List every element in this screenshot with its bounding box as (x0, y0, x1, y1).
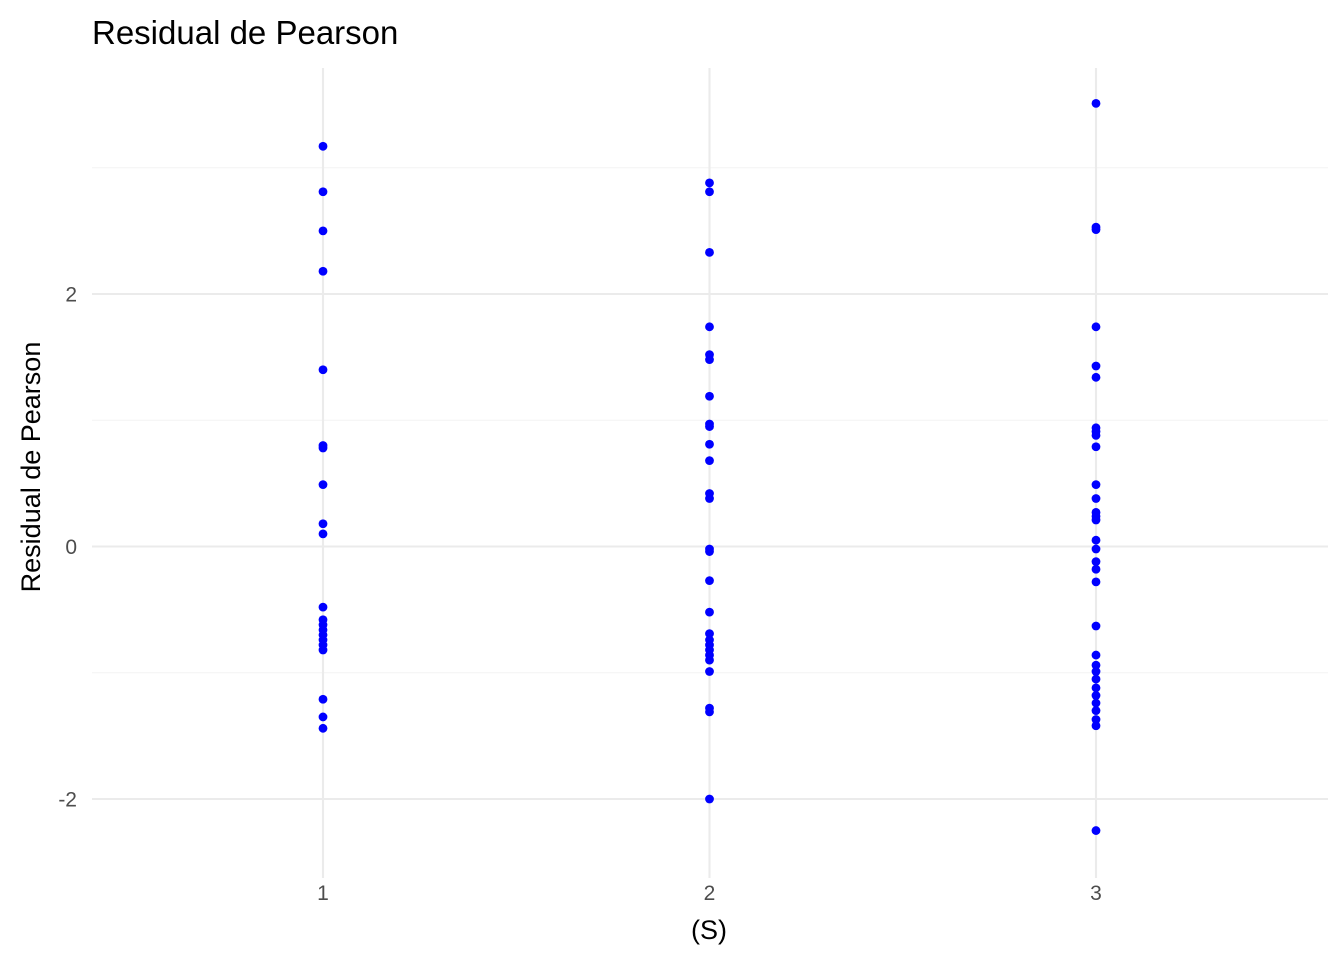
data-point (1091, 698, 1101, 708)
data-point (705, 547, 714, 556)
tick-labels: -2 0 2 1 2 3 (58, 284, 1102, 906)
data-point (705, 439, 714, 449)
data-point (1091, 674, 1101, 684)
data-point (318, 519, 328, 529)
data-point (318, 365, 328, 375)
data-point (318, 723, 328, 733)
data-point (318, 480, 328, 490)
data-point (705, 391, 714, 401)
chart-title: Residual de Pearson (92, 14, 398, 51)
data-point (705, 355, 714, 365)
data-point (318, 712, 328, 722)
data-point (1091, 480, 1101, 490)
data-point (1091, 667, 1101, 676)
data-point (705, 187, 714, 197)
data-point (1091, 225, 1101, 235)
data-point (705, 422, 714, 431)
data-point (705, 667, 714, 676)
data-point (1091, 577, 1101, 587)
data-point (318, 187, 328, 197)
data-point (1091, 564, 1101, 574)
data-point (1091, 691, 1101, 700)
data-point (1091, 660, 1101, 670)
y-tick-label: 2 (65, 284, 77, 307)
data-point (1091, 715, 1101, 724)
data-point (1091, 98, 1101, 108)
data-point (1091, 322, 1101, 332)
data-point (1091, 557, 1101, 567)
data-point (318, 266, 328, 276)
data-point (1091, 515, 1101, 525)
x-tick-label: 1 (317, 882, 329, 905)
data-point (1091, 621, 1101, 631)
data-point (705, 178, 714, 188)
x-axis-title: (S) (691, 915, 727, 945)
data-point (705, 576, 714, 585)
data-point (705, 322, 714, 332)
data-point (1091, 721, 1101, 731)
data-point (318, 443, 328, 453)
data-point (318, 645, 328, 655)
data-point (705, 456, 714, 466)
data-point (1091, 544, 1101, 554)
data-point (1091, 494, 1101, 503)
y-axis-title: Residual de Pearson (16, 342, 46, 593)
data-point (318, 226, 328, 236)
x-tick-label: 2 (704, 882, 716, 905)
data-point (705, 607, 714, 617)
data-point (705, 494, 714, 503)
x-tick-label: 3 (1090, 882, 1102, 905)
data-point (1091, 535, 1101, 545)
data-point (318, 602, 328, 612)
data-point (318, 529, 328, 539)
data-point (1091, 442, 1101, 452)
data-point (1091, 361, 1101, 371)
data-point (705, 247, 714, 257)
y-tick-label: 0 (65, 536, 77, 559)
data-point (1091, 431, 1101, 440)
data-point (705, 655, 714, 665)
data-point (1091, 683, 1101, 693)
data-point (705, 794, 714, 804)
data-point (1091, 706, 1101, 716)
data-point (1091, 372, 1101, 382)
data-point (318, 694, 328, 704)
data-point (1091, 826, 1101, 835)
data-point (318, 141, 328, 151)
y-tick-label: -2 (58, 789, 77, 812)
data-point (1091, 650, 1101, 660)
data-point (705, 707, 714, 717)
data-point (705, 629, 714, 639)
points-layer (318, 98, 1101, 835)
